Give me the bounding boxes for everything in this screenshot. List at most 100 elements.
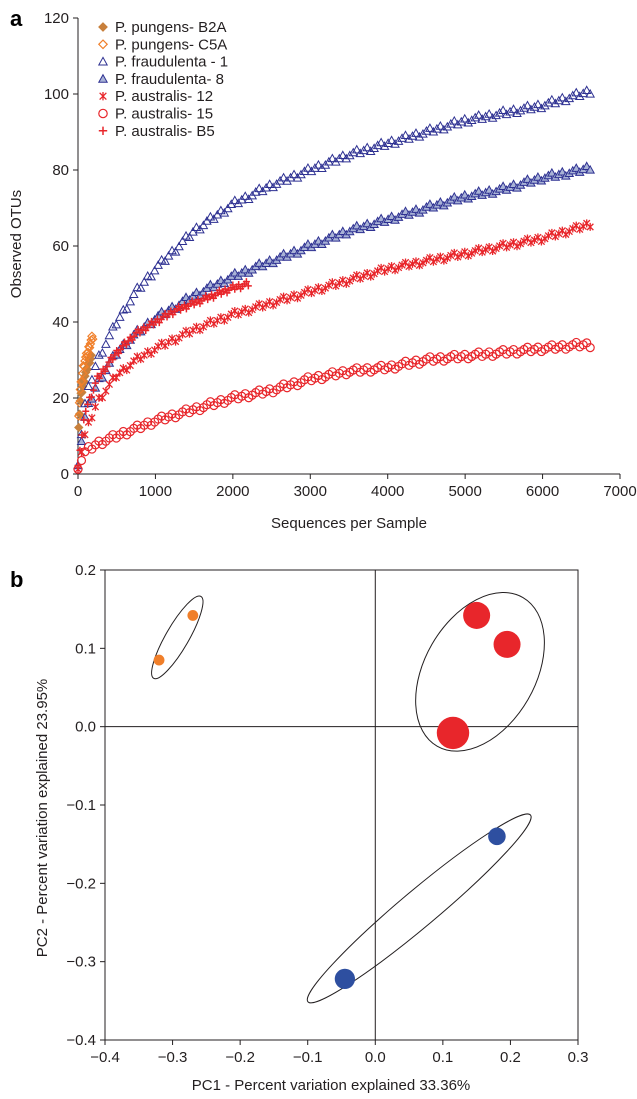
y-tick-label: 40 xyxy=(52,314,69,331)
data-point xyxy=(121,304,132,313)
data-point xyxy=(91,379,99,387)
data-point xyxy=(585,343,595,353)
data-point xyxy=(348,147,359,157)
data-point xyxy=(529,101,540,111)
pcoa-point xyxy=(334,968,356,990)
data-point xyxy=(569,224,577,233)
data-point xyxy=(123,366,131,375)
pcoa-point xyxy=(436,716,470,750)
panel-a-letter: a xyxy=(10,6,23,31)
data-point xyxy=(170,246,181,256)
data-point xyxy=(276,295,284,304)
data-point xyxy=(491,110,501,120)
data-point xyxy=(76,455,87,466)
data-point xyxy=(376,137,386,147)
y-tick-label: 20 xyxy=(52,390,69,407)
panel-b-y-axis-label: PC2 - Percent variation explained 23.95% xyxy=(34,679,51,958)
data-point xyxy=(264,179,275,188)
data-point xyxy=(372,140,383,150)
data-point xyxy=(360,271,368,280)
data-point xyxy=(578,88,589,98)
data-point xyxy=(512,108,522,117)
data-point xyxy=(94,350,104,359)
data-point xyxy=(221,285,229,293)
data-point xyxy=(332,281,340,290)
data-point xyxy=(77,376,87,386)
data-point xyxy=(157,338,166,347)
x-tick-label: −0.2 xyxy=(225,1049,255,1066)
data-point xyxy=(97,56,109,66)
data-point xyxy=(82,407,90,415)
legend-label: P. pungens- C5A xyxy=(115,36,227,53)
data-point xyxy=(313,159,324,169)
data-point xyxy=(135,282,146,292)
panel-a: a 0 20 40 60 80 100 120 0 1000 2000 3000 4000 5000 60… xyxy=(8,6,637,532)
data-point xyxy=(222,203,233,213)
data-point xyxy=(283,296,291,305)
legend-label: P. australis- B5 xyxy=(115,123,215,140)
data-point xyxy=(321,284,330,293)
data-point xyxy=(252,302,260,311)
data-point xyxy=(356,274,364,283)
data-point xyxy=(245,308,253,317)
data-point xyxy=(215,286,223,294)
data-point xyxy=(400,130,411,140)
legend-label: P. australis- 12 xyxy=(115,88,213,105)
data-point xyxy=(219,207,230,217)
y-tick-label: −0.2 xyxy=(66,875,96,892)
data-point xyxy=(459,189,470,199)
series-3 xyxy=(73,85,596,470)
data-point xyxy=(346,276,354,285)
data-point xyxy=(128,289,139,298)
data-point xyxy=(208,290,216,298)
data-point xyxy=(473,110,484,119)
pcoa-point xyxy=(187,610,199,621)
data-point xyxy=(574,91,585,101)
data-point xyxy=(553,95,564,105)
data-point xyxy=(452,119,463,129)
data-point xyxy=(87,331,97,342)
y-tick-label: 0.1 xyxy=(75,640,96,657)
data-point xyxy=(564,93,575,103)
series-2 xyxy=(73,331,98,421)
data-point xyxy=(174,241,184,251)
data-point xyxy=(216,205,226,215)
data-point xyxy=(234,310,242,319)
data-point xyxy=(435,120,446,130)
data-point xyxy=(191,222,202,232)
panel-b-x-axis-label: PC1 - Percent variation explained 33.36% xyxy=(192,1077,471,1094)
data-point xyxy=(541,234,549,243)
data-point xyxy=(80,416,88,424)
data-point xyxy=(335,279,343,288)
data-point xyxy=(89,386,97,394)
data-point xyxy=(78,431,86,439)
data-point xyxy=(76,436,87,446)
data-point xyxy=(411,128,421,137)
data-point xyxy=(494,107,505,117)
data-point xyxy=(342,279,350,288)
data-point xyxy=(188,226,198,236)
data-point xyxy=(101,339,111,348)
data-point xyxy=(168,334,176,343)
legend-item-7: P. australis- B5 xyxy=(98,123,215,140)
data-point xyxy=(111,319,122,329)
data-point xyxy=(557,92,568,102)
y-tick-label: 80 xyxy=(52,162,69,179)
data-point xyxy=(98,126,108,135)
data-point xyxy=(115,349,123,357)
legend-item-4: P. fraudulenta- 8 xyxy=(97,71,224,88)
data-point xyxy=(75,396,86,406)
data-point xyxy=(522,100,533,110)
data-point xyxy=(73,411,84,421)
data-point xyxy=(75,384,86,395)
panel-a-x-axis-label: Sequences per Sample xyxy=(271,515,427,532)
panel-b: b −0.4−0.3−0.2−0.10.00.10.2−0.4 −0.3 −0.2−… xyxy=(10,562,588,1094)
data-point xyxy=(278,172,289,182)
data-point xyxy=(404,134,414,143)
data-point xyxy=(362,142,373,152)
data-point xyxy=(153,260,163,269)
data-point xyxy=(432,123,442,133)
data-point xyxy=(393,136,404,145)
data-point xyxy=(579,222,587,231)
data-point xyxy=(480,111,491,121)
